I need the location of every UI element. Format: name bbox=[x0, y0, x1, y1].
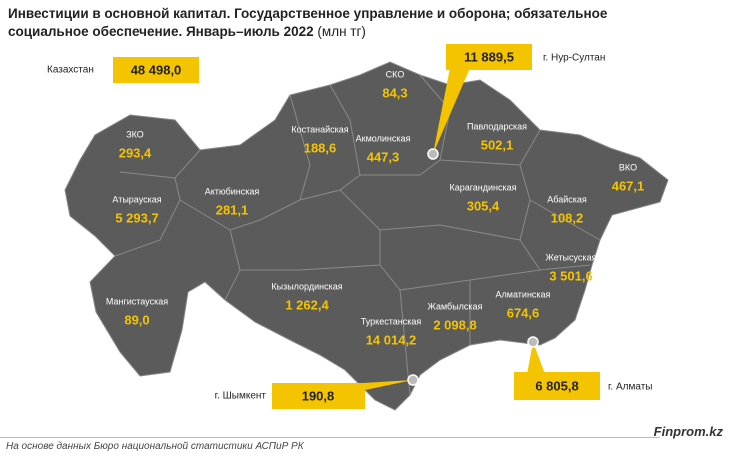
region-name: Туркестанская bbox=[361, 316, 422, 326]
region-name: ЗКО bbox=[126, 129, 144, 139]
footer-line bbox=[0, 437, 660, 438]
region-value: 293,4 bbox=[119, 145, 152, 160]
title-block: Инвестиции в основной капитал. Государст… bbox=[8, 5, 658, 41]
region-name: Жамбылская bbox=[428, 301, 483, 311]
unit: (млн тг) bbox=[317, 24, 366, 39]
callout bbox=[433, 68, 470, 154]
region-value: 1 262,4 bbox=[285, 297, 329, 312]
region-borders bbox=[114, 74, 601, 396]
callout bbox=[527, 342, 545, 374]
region-value: 447,3 bbox=[367, 149, 400, 164]
region-value: 305,4 bbox=[467, 198, 500, 213]
region-value: 14 014,2 bbox=[366, 332, 417, 347]
country-shape bbox=[64, 61, 669, 411]
title: Инвестиции в основной капитал. Государст… bbox=[8, 6, 608, 39]
city-value: 6 805,8 bbox=[535, 378, 578, 393]
city-value: 11 889,5 bbox=[464, 49, 514, 64]
region-value: 188,6 bbox=[304, 140, 337, 155]
city-name: г. Нур-Султан bbox=[543, 53, 605, 64]
total-value: 48 498,0 bbox=[131, 62, 182, 77]
regions: ЗКО 293,4 Атырауская 5 293,7 Актюбинская 281,… bbox=[106, 69, 644, 347]
region-value: 108,2 bbox=[551, 210, 584, 225]
region-value: 84,3 bbox=[382, 85, 407, 100]
city-dot bbox=[427, 148, 439, 160]
region-value: 674,6 bbox=[507, 305, 540, 320]
city-name: г. Шымкент bbox=[215, 391, 267, 402]
region-value: 2 098,8 bbox=[433, 317, 476, 332]
region-name: СКО bbox=[386, 69, 405, 79]
region-name: ВКО bbox=[619, 162, 637, 172]
region-value: 502,1 bbox=[481, 137, 514, 152]
total-label: Казахстан bbox=[47, 65, 94, 76]
city-box bbox=[446, 44, 532, 70]
region-value: 281,1 bbox=[216, 202, 249, 217]
region-name: Костанайская bbox=[291, 124, 348, 134]
source: На основе данных Бюро национальной стати… bbox=[6, 441, 304, 452]
region-name: Павлодарская bbox=[467, 121, 527, 131]
region-name: Актюбинская bbox=[205, 186, 260, 196]
city-dot bbox=[407, 374, 419, 386]
region-value: 89,0 bbox=[124, 312, 149, 327]
region-name: Абайская bbox=[547, 194, 587, 204]
city-box bbox=[514, 372, 600, 400]
region-name: Карагандинская bbox=[449, 182, 516, 192]
region-name: Кызылординская bbox=[271, 281, 342, 291]
region-value: 3 501,6 bbox=[549, 268, 592, 283]
region-name: Акмолинская bbox=[356, 133, 411, 143]
map: ЗКО 293,4 Атырауская 5 293,7 Актюбинская 281,… bbox=[47, 44, 669, 411]
region-name: Мангистауская bbox=[106, 296, 168, 306]
region-name: Атырауская bbox=[112, 194, 161, 204]
city-name: г. Алматы bbox=[608, 382, 652, 393]
brand: Finprom.kz bbox=[653, 424, 723, 439]
total-box bbox=[113, 57, 199, 83]
region-value: 467,1 bbox=[612, 178, 645, 193]
city-value: 190,8 bbox=[302, 388, 335, 403]
city-dot bbox=[527, 336, 539, 348]
region-value: 5 293,7 bbox=[115, 210, 158, 225]
region-name: Алматинская bbox=[496, 289, 551, 299]
city-box bbox=[272, 383, 365, 409]
region-name: Жетысуская bbox=[546, 252, 597, 262]
